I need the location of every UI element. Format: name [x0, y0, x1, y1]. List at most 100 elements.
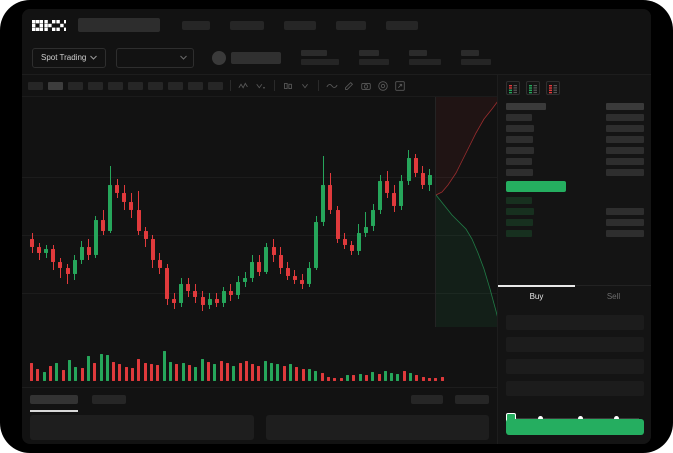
candle-body [228, 290, 233, 295]
trading-mode-selector[interactable]: Spot Trading [32, 47, 107, 68]
pencil-icon[interactable] [343, 80, 355, 92]
candle [278, 97, 283, 344]
volume-bar [219, 361, 223, 381]
tab-sell[interactable]: Sell [606, 292, 621, 301]
orderbook-bids-icon[interactable] [526, 81, 540, 95]
volume-bar [93, 362, 97, 381]
candle [300, 97, 304, 344]
camera-icon[interactable] [360, 80, 372, 92]
timeframe-3[interactable] [68, 81, 83, 90]
candle [236, 97, 241, 344]
chart-type-icon[interactable] [282, 80, 294, 92]
orderbook-ask-row[interactable] [498, 167, 651, 178]
market-stat-2 [359, 50, 390, 65]
trading-mode-label: Spot Trading [41, 53, 87, 62]
amount-field[interactable] [506, 359, 644, 374]
candlestick-chart[interactable] [22, 97, 497, 344]
orderbook-ask-row[interactable] [498, 123, 651, 134]
timeframe-5[interactable] [108, 81, 123, 90]
bottom-tab-2[interactable] [92, 395, 126, 404]
timeframe-6[interactable] [128, 81, 143, 90]
orderbook-ask-row[interactable] [498, 145, 651, 156]
orderbook-both-icon[interactable] [506, 81, 520, 95]
search-input[interactable] [78, 18, 160, 32]
candle [250, 97, 255, 344]
nav-item-4[interactable] [336, 20, 366, 30]
candle-body [207, 298, 212, 306]
fullscreen-icon[interactable] [394, 80, 406, 92]
slider-mark-50[interactable] [578, 415, 583, 421]
volume-bar [428, 377, 432, 381]
orderbook-ask-row[interactable] [498, 156, 651, 167]
orderbook-bid-row[interactable] [498, 206, 651, 217]
submit-order-button[interactable] [506, 419, 644, 435]
timeframe-1[interactable] [28, 81, 43, 90]
line-chart-icon[interactable] [326, 80, 338, 92]
volume-bar [162, 351, 166, 381]
volume-bar [333, 377, 337, 381]
orderbook-bid-row[interactable] [498, 217, 651, 228]
bottom-action-2[interactable] [455, 395, 489, 404]
candle-body [385, 180, 390, 194]
candle [179, 97, 184, 344]
volume-bar [383, 371, 387, 381]
market-stat-3 [409, 50, 442, 65]
total-field[interactable] [506, 381, 644, 396]
nav-item-5[interactable] [386, 20, 418, 30]
orderbook-asks-icon[interactable] [546, 81, 560, 95]
timeframe-9[interactable] [188, 81, 203, 90]
nav-item-2[interactable] [230, 20, 264, 30]
top-navigation-bar [22, 9, 651, 41]
volume-bar [396, 373, 400, 381]
volume-bar [295, 366, 299, 381]
timeframe-10[interactable] [208, 81, 223, 90]
timeframe-4[interactable] [88, 81, 103, 90]
timeframe-7[interactable] [148, 81, 163, 90]
volume-bar [339, 377, 343, 381]
indicators-icon[interactable] [238, 80, 250, 92]
candle-body [335, 209, 340, 239]
candle [243, 97, 248, 344]
candle [342, 97, 347, 344]
nav-item-1[interactable] [182, 20, 210, 30]
settings-gear-icon[interactable] [377, 80, 389, 92]
compare-icon[interactable] [255, 80, 267, 92]
volume-bar [232, 366, 236, 381]
candle [406, 97, 411, 344]
orderbook-asks-glyph [549, 85, 557, 94]
alert-icon[interactable] [299, 80, 311, 92]
orderbook-ask-row[interactable] [498, 112, 651, 123]
candle-body [200, 296, 205, 306]
nav-item-3[interactable] [284, 20, 316, 30]
volume-histogram [22, 339, 497, 387]
candle-body [378, 180, 383, 210]
slider-mark-75[interactable] [614, 415, 619, 421]
candle [30, 97, 34, 344]
tab-buy[interactable]: Buy [498, 285, 575, 307]
chart-gridline [22, 176, 497, 178]
okx-logo[interactable] [32, 19, 66, 31]
candle [200, 97, 205, 344]
trading-pair-select[interactable] [116, 47, 195, 68]
bottom-action-1[interactable] [411, 395, 443, 404]
bottom-tab-1[interactable] [30, 395, 78, 412]
orderbook-bid-row[interactable] [498, 228, 651, 239]
volume-bar [55, 362, 59, 381]
order-type-field[interactable] [506, 315, 644, 330]
price-field[interactable] [506, 337, 644, 352]
orderbook-bid-row[interactable] [498, 195, 651, 206]
chevron-down-icon [180, 55, 188, 60]
candle [392, 97, 397, 344]
candle [420, 97, 425, 344]
candle-body [321, 185, 326, 223]
candle [93, 97, 98, 344]
candle [321, 97, 326, 344]
timeframe-2[interactable] [48, 81, 63, 90]
candle [129, 97, 134, 344]
orderbook-ask-row[interactable] [498, 134, 651, 145]
candle-body [342, 238, 347, 246]
candle [44, 97, 49, 344]
timeframe-8[interactable] [168, 81, 183, 90]
market-stat-1 [301, 50, 340, 65]
slider-mark-25[interactable] [538, 415, 543, 421]
